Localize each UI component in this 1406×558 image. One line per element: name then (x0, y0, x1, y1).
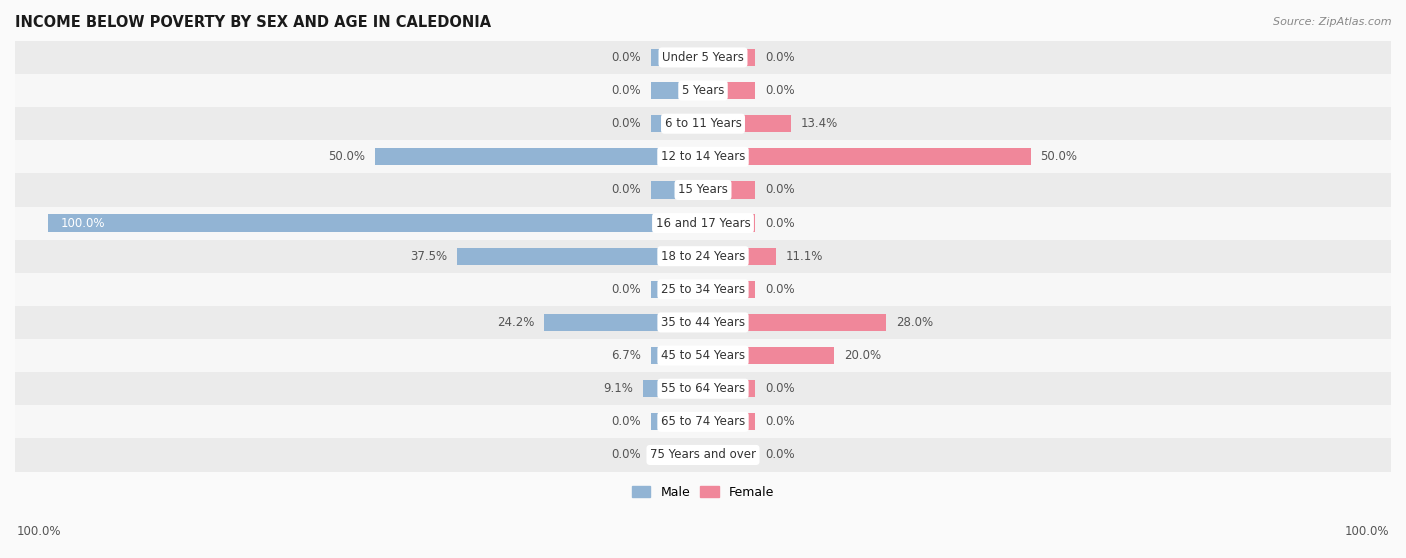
Bar (15, 174, 1391, 206)
Text: 0.0%: 0.0% (612, 184, 641, 196)
Text: 24.2%: 24.2% (498, 316, 534, 329)
Text: 12 to 14 Years: 12 to 14 Years (661, 150, 745, 163)
Bar (15, 273, 1391, 306)
Bar (651, 115, 703, 132)
Text: 0.0%: 0.0% (765, 415, 794, 429)
Bar (703, 115, 790, 132)
Bar (15, 372, 1391, 405)
Text: 9.1%: 9.1% (603, 382, 634, 395)
Bar (651, 281, 703, 298)
Text: 20.0%: 20.0% (844, 349, 882, 362)
Bar (703, 380, 755, 397)
Text: 55 to 64 Years: 55 to 64 Years (661, 382, 745, 395)
Bar (48, 214, 703, 232)
Bar (703, 413, 755, 430)
Bar (703, 281, 755, 298)
Text: 0.0%: 0.0% (612, 51, 641, 64)
Legend: Male, Female: Male, Female (627, 481, 779, 504)
Text: 100.0%: 100.0% (60, 217, 105, 229)
Bar (703, 314, 886, 331)
Bar (651, 181, 703, 199)
Bar (15, 405, 1391, 439)
Text: INCOME BELOW POVERTY BY SEX AND AGE IN CALEDONIA: INCOME BELOW POVERTY BY SEX AND AGE IN C… (15, 15, 491, 30)
Text: 65 to 74 Years: 65 to 74 Years (661, 415, 745, 429)
Bar (15, 107, 1391, 140)
Text: 0.0%: 0.0% (612, 84, 641, 97)
Text: 0.0%: 0.0% (612, 449, 641, 461)
Bar (15, 306, 1391, 339)
Bar (15, 206, 1391, 239)
Bar (703, 49, 755, 66)
Text: 25 to 34 Years: 25 to 34 Years (661, 283, 745, 296)
Text: 35 to 44 Years: 35 to 44 Years (661, 316, 745, 329)
Text: Source: ZipAtlas.com: Source: ZipAtlas.com (1274, 17, 1392, 27)
Bar (651, 49, 703, 66)
Bar (15, 41, 1391, 74)
Text: 0.0%: 0.0% (765, 382, 794, 395)
Bar (651, 347, 703, 364)
Bar (703, 248, 776, 265)
Bar (15, 439, 1391, 472)
Text: Under 5 Years: Under 5 Years (662, 51, 744, 64)
Text: 16 and 17 Years: 16 and 17 Years (655, 217, 751, 229)
Text: 18 to 24 Years: 18 to 24 Years (661, 249, 745, 263)
Bar (703, 181, 755, 199)
Bar (651, 82, 703, 99)
Text: 0.0%: 0.0% (612, 283, 641, 296)
Text: 0.0%: 0.0% (765, 449, 794, 461)
Text: 0.0%: 0.0% (765, 217, 794, 229)
Text: 5 Years: 5 Years (682, 84, 724, 97)
Text: 15 Years: 15 Years (678, 184, 728, 196)
Bar (15, 74, 1391, 107)
Bar (703, 214, 755, 232)
Text: 6.7%: 6.7% (610, 349, 641, 362)
Text: 50.0%: 50.0% (329, 150, 366, 163)
Bar (375, 148, 703, 165)
Text: 100.0%: 100.0% (17, 526, 62, 538)
Text: 13.4%: 13.4% (800, 117, 838, 130)
Bar (15, 239, 1391, 273)
Bar (457, 248, 703, 265)
Text: 100.0%: 100.0% (1344, 526, 1389, 538)
Text: 0.0%: 0.0% (612, 117, 641, 130)
Text: 0.0%: 0.0% (765, 84, 794, 97)
Bar (703, 82, 755, 99)
Bar (544, 314, 703, 331)
Bar (15, 140, 1391, 174)
Text: 0.0%: 0.0% (612, 415, 641, 429)
Bar (644, 380, 703, 397)
Text: 37.5%: 37.5% (411, 249, 447, 263)
Text: 0.0%: 0.0% (765, 51, 794, 64)
Bar (651, 446, 703, 464)
Text: 11.1%: 11.1% (786, 249, 823, 263)
Text: 0.0%: 0.0% (765, 184, 794, 196)
Text: 45 to 54 Years: 45 to 54 Years (661, 349, 745, 362)
Text: 50.0%: 50.0% (1040, 150, 1077, 163)
Text: 28.0%: 28.0% (896, 316, 934, 329)
Text: 75 Years and over: 75 Years and over (650, 449, 756, 461)
Bar (703, 148, 1031, 165)
Bar (703, 347, 834, 364)
Bar (703, 446, 755, 464)
Bar (651, 413, 703, 430)
Text: 6 to 11 Years: 6 to 11 Years (665, 117, 741, 130)
Bar (15, 339, 1391, 372)
Text: 0.0%: 0.0% (765, 283, 794, 296)
